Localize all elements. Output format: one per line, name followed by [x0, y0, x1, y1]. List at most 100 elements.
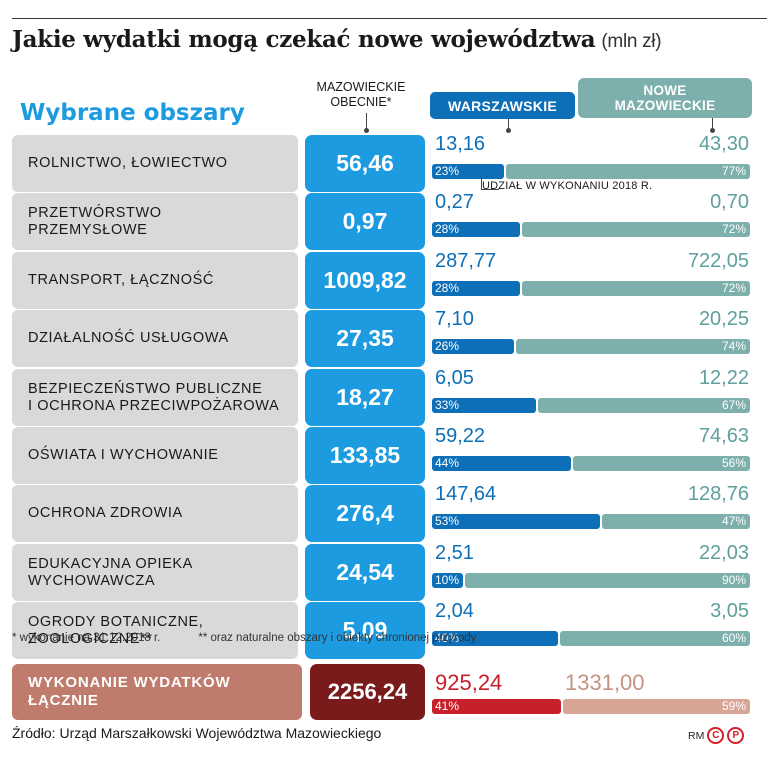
warszawskie-value: 59,22 [435, 425, 486, 447]
share-label-warszawskie: 44% [435, 456, 460, 470]
category-label-text: OŚWIATA I WYCHOWANIE [28, 447, 219, 463]
share-segment-nowe [522, 281, 750, 296]
share-segment-nowe [560, 631, 750, 646]
top-rule [12, 18, 767, 19]
share-segment-warszawskie [432, 164, 504, 179]
share-segment-warszawskie [432, 631, 558, 646]
share-segment-nowe [465, 573, 750, 588]
share-label-nowe: 60% [721, 631, 746, 645]
chart-title: Jakie wydatki mogą czekać nowe województ… [12, 26, 662, 53]
category-label-text: EDUKACYJNA OPIEKA WYCHOWAWCZA [28, 555, 193, 589]
total-nowe-value: 1331,00 [565, 670, 645, 695]
header-mazowieckie: MAZOWIECKIE OBECNIE* [316, 80, 406, 109]
total-share-bar: 41% 59% [432, 699, 750, 714]
header-nowe-mazowieckie: NOWE MAZOWIECKIE [578, 78, 752, 118]
warszawskie-value: 147,64 [435, 483, 497, 505]
total-pct-nowe: 59% [721, 699, 746, 713]
credit: RM C P [688, 727, 745, 744]
warszawskie-value: 13,16 [435, 133, 486, 155]
category-label: BEZPIECZEŃSTWO PUBLICZNE I OCHRONA PRZEC… [12, 369, 298, 426]
nowe-value: 0,70 [710, 191, 749, 213]
footnotes: * wykonanie na 31.12.2018 r. ** oraz natu… [12, 632, 476, 644]
total-mazowieckie-value: 2256,24 [310, 664, 425, 720]
mazowieckie-value: 1009,82 [305, 252, 425, 309]
mazowieckie-value: 276,4 [305, 485, 425, 542]
share-label-warszawskie: 26% [435, 339, 460, 353]
share-label-warszawskie: 28% [435, 281, 460, 295]
mazowieckie-value: 5,09 [305, 602, 425, 659]
mazowieckie-value: 24,54 [305, 544, 425, 601]
category-label: OŚWIATA I WYCHOWANIE [12, 427, 298, 484]
total-label: WYKONANIE WYDATKÓW ŁĄCZNIE [12, 664, 302, 720]
total-share-warszawskie [432, 699, 561, 714]
category-label: DZIAŁALNOŚĆ USŁUGOWA [12, 310, 298, 367]
share-bar: 33% 67% [432, 398, 750, 413]
credit-initials: RM [688, 729, 705, 742]
mazowieckie-value: 27,35 [305, 310, 425, 367]
copyright-icon: C [707, 727, 725, 744]
nowe-value: 74,63 [698, 425, 749, 447]
nowe-value: 128,76 [687, 483, 749, 505]
category-label: ROLNICTWO, ŁOWIECTWO [12, 135, 298, 192]
total-share-nowe [563, 699, 750, 714]
nowe-value: 43,30 [698, 133, 749, 155]
share-bar: 10% 90% [432, 573, 750, 588]
share-label-warszawskie: 33% [435, 398, 460, 412]
category-label-text: OCHRONA ZDROWIA [28, 505, 183, 521]
share-label-warszawskie: 28% [435, 222, 460, 236]
warszawskie-value: 0,27 [435, 191, 474, 213]
warszawskie-value: 6,05 [435, 367, 474, 389]
category-label-text: PRZETWÓRSTWO PRZEMYSŁOWE [28, 204, 162, 238]
share-label-nowe: 72% [721, 222, 746, 236]
source-note: Źródło: Urząd Marszałkowski Województwa … [12, 725, 382, 741]
nowe-value: 22,03 [698, 542, 749, 564]
mazowieckie-value: 56,46 [305, 135, 425, 192]
udzial-pointer [481, 177, 482, 190]
nowe-value: 12,22 [698, 367, 749, 389]
share-segment-warszawskie [432, 514, 600, 529]
share-segment-warszawskie [432, 398, 536, 413]
share-segment-nowe [538, 398, 750, 413]
share-segment-nowe [516, 339, 750, 354]
category-label-text: DZIAŁALNOŚĆ USŁUGOWA [28, 330, 229, 346]
share-bar: 28% 72% [432, 222, 750, 237]
share-bar: 40% 60% [432, 631, 750, 646]
share-label-warszawskie: 23% [435, 164, 460, 178]
header-warszawskie: WARSZAWSKIE [430, 92, 575, 119]
header-warszawskie-pointer [506, 119, 511, 133]
nowe-value: 20,25 [698, 308, 749, 330]
warszawskie-value: 287,77 [435, 250, 497, 272]
mazowieckie-value: 133,85 [305, 427, 425, 484]
mazowieckie-value: 0,97 [305, 193, 425, 250]
mazowieckie-value: 18,27 [305, 369, 425, 426]
nowe-value: 3,05 [710, 600, 749, 622]
share-segment-warszawskie [432, 456, 571, 471]
share-bar: 28% 72% [432, 281, 750, 296]
category-label-text: BEZPIECZEŃSTWO PUBLICZNE I OCHRONA PRZEC… [28, 380, 280, 414]
category-label-text: OGRODY BOTANICZNE, ZOOLOGICZNE** [28, 613, 204, 647]
title-text: Jakie wydatki mogą czekać nowe województ… [12, 26, 596, 53]
share-segment-warszawskie [432, 281, 520, 296]
warszawskie-value: 7,10 [435, 308, 474, 330]
share-segment-nowe [522, 222, 750, 237]
share-label-nowe: 77% [721, 164, 746, 178]
total-warszawskie-value: 925,24 [435, 670, 503, 695]
nowe-value: 722,05 [687, 250, 749, 272]
category-label: PRZETWÓRSTWO PRZEMYSŁOWE [12, 193, 298, 250]
share-bar: 23% 77% [432, 164, 750, 179]
udzial-pointer-h [481, 189, 499, 190]
share-segment-warszawskie [432, 573, 463, 588]
footnote-2: ** oraz naturalne obszary i obiekty chro… [198, 632, 477, 644]
category-label: OGRODY BOTANICZNE, ZOOLOGICZNE** [12, 602, 298, 659]
category-label: OCHRONA ZDROWIA [12, 485, 298, 542]
udzial-note: UDZIAŁ W WYKONANIU 2018 R. [482, 180, 653, 192]
share-label-nowe: 56% [721, 456, 746, 470]
share-segment-nowe [506, 164, 750, 179]
total-pct-warszawskie: 41% [435, 699, 460, 713]
warszawskie-value: 2,51 [435, 542, 474, 564]
share-segment-warszawskie [432, 339, 514, 354]
share-label-nowe: 72% [721, 281, 746, 295]
category-label: EDUKACYJNA OPIEKA WYCHOWAWCZA [12, 544, 298, 601]
share-label-warszawskie: 53% [435, 514, 460, 528]
share-label-nowe: 47% [721, 514, 746, 528]
